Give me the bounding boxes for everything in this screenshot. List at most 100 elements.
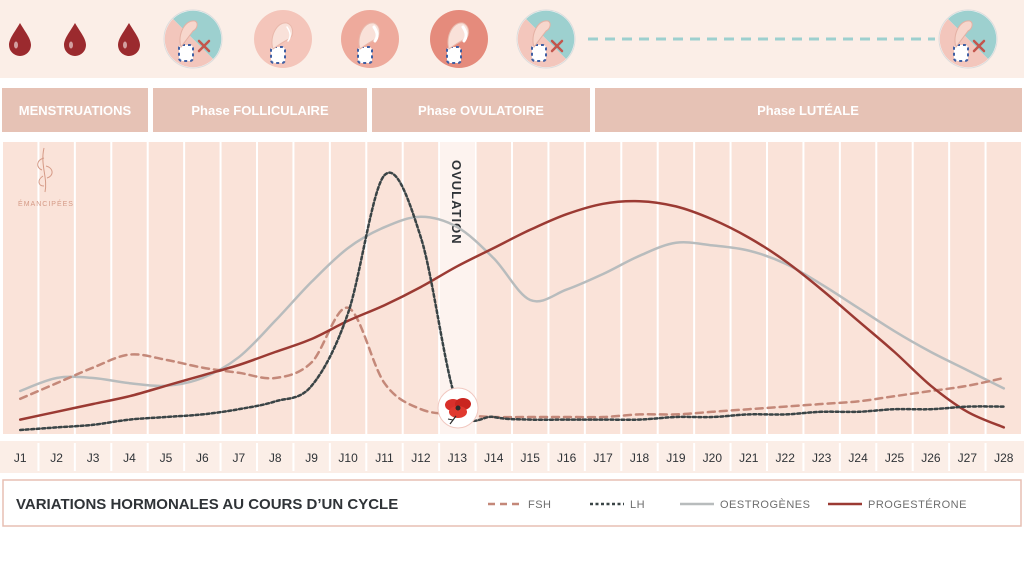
data-point [529, 299, 531, 301]
day-column [513, 142, 548, 434]
data-point [748, 236, 750, 238]
data-point [238, 356, 240, 358]
day-label: J12 [411, 451, 431, 465]
data-point [711, 411, 713, 413]
hormone-curves [18, 171, 1006, 432]
series-line-lh [18, 171, 1006, 432]
phase-row: MENSTRUATIONS Phase FOLLICULAIRE Phase O… [2, 88, 1022, 132]
day-column [221, 142, 256, 434]
data-point [55, 411, 57, 413]
phase-bar-luteale [595, 88, 1022, 132]
data-point [675, 242, 677, 244]
data-point [675, 205, 677, 207]
data-point [92, 377, 94, 379]
day-label: J5 [160, 451, 173, 465]
day-column [658, 142, 694, 434]
data-point [274, 400, 276, 402]
data-point [128, 382, 130, 384]
day-column [330, 142, 366, 434]
hand-stretch-strong-icon [430, 10, 488, 68]
blood-drop-icon [64, 23, 86, 56]
data-point [930, 390, 932, 392]
day-column [585, 142, 621, 434]
data-point [55, 382, 57, 384]
data-point [565, 418, 567, 420]
data-point [310, 338, 312, 340]
day-label: J26 [921, 451, 941, 465]
ovulation-highlight [440, 142, 475, 434]
data-point [565, 416, 567, 418]
day-label: J8 [269, 451, 282, 465]
data-point [857, 320, 859, 322]
data-point [711, 218, 713, 220]
data-point [711, 416, 713, 418]
data-point [784, 260, 786, 262]
day-column [476, 142, 511, 434]
day-column [112, 142, 147, 434]
data-point [784, 413, 786, 415]
data-point [711, 244, 713, 246]
data-point [966, 405, 968, 407]
data-point [893, 330, 895, 332]
day-column [39, 142, 74, 434]
data-point [128, 395, 130, 397]
data-point [19, 390, 21, 392]
data-point [383, 226, 385, 228]
day-columns [3, 142, 1021, 434]
data-point [893, 351, 895, 353]
data-point [493, 247, 495, 249]
data-point [19, 429, 21, 431]
hand-no-mucus-icon [516, 9, 576, 69]
phase-label-folliculaire: Phase FOLLICULAIRE [191, 103, 329, 118]
data-point [820, 288, 822, 290]
data-point [748, 413, 750, 415]
data-point [966, 411, 968, 413]
icon-band [0, 0, 1024, 78]
data-point [675, 416, 677, 418]
day-column [185, 142, 220, 434]
data-point [238, 372, 240, 374]
day-label: J3 [87, 451, 100, 465]
data-point [1003, 405, 1005, 407]
data-point [420, 286, 422, 288]
data-point [383, 304, 385, 306]
data-point [930, 408, 932, 410]
data-point [201, 377, 203, 379]
data-point [748, 408, 750, 410]
day-label: J22 [776, 451, 796, 465]
brand-logo-text: ÉMANCIPÉES [18, 199, 74, 208]
day-label: J13 [448, 451, 468, 465]
data-point [201, 366, 203, 368]
legend-label: OESTROGÈNES [720, 498, 810, 511]
day-column [877, 142, 912, 434]
data-point [529, 416, 531, 418]
data-point [128, 353, 130, 355]
data-point [165, 359, 167, 361]
day-label: J11 [375, 451, 394, 465]
day-column [768, 142, 803, 434]
data-point [238, 408, 240, 410]
phase-bar-menstruations [2, 88, 148, 132]
day-column [294, 142, 329, 434]
data-point [55, 377, 57, 379]
data-point [19, 418, 21, 420]
day-column [804, 142, 839, 434]
day-label: J23 [812, 451, 832, 465]
data-point [347, 247, 349, 249]
day-column [75, 142, 111, 434]
day-label: J28 [994, 451, 1014, 465]
day-label: J4 [123, 451, 136, 465]
phase-label-ovulatoire: Phase OVULATOIRE [418, 103, 544, 118]
data-point [310, 361, 312, 363]
data-point [493, 416, 495, 418]
day-label: J14 [484, 451, 504, 465]
data-point [602, 273, 604, 275]
day-label: J6 [196, 451, 209, 465]
phase-label-luteale: Phase LUTÉALE [757, 103, 859, 118]
day-label: J1 [14, 451, 27, 465]
hand-stretch-icon [341, 10, 399, 68]
legend-label: PROGESTÉRONE [868, 498, 967, 511]
day-column [622, 142, 657, 434]
data-point [784, 405, 786, 407]
day-label: J9 [305, 451, 318, 465]
